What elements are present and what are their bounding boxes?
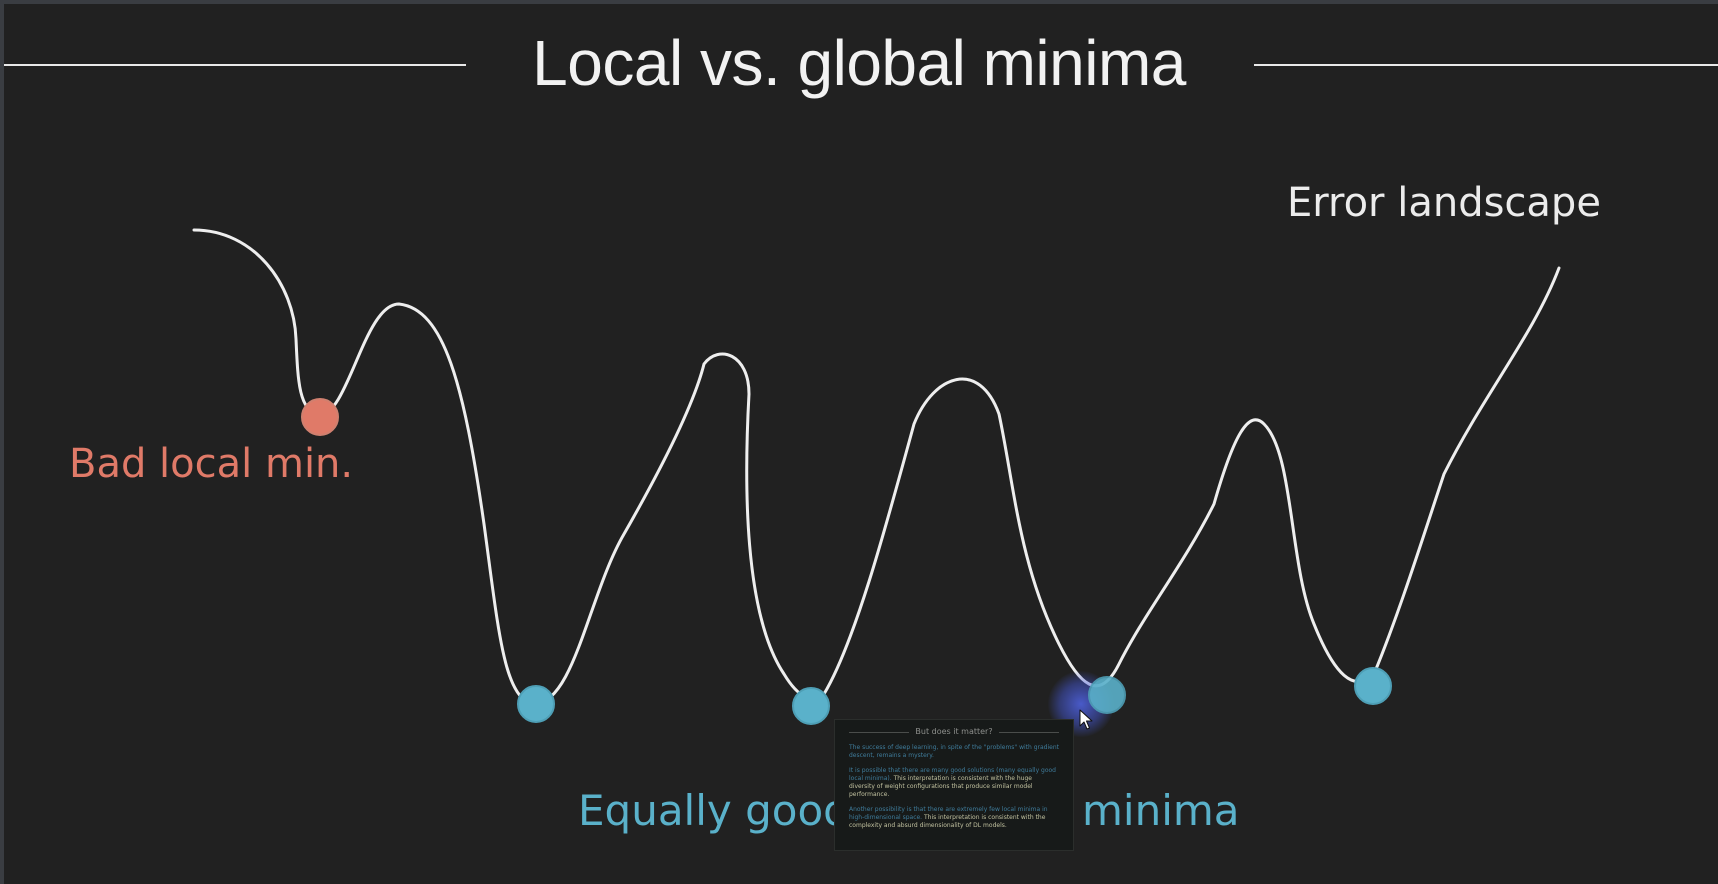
thumbnail-title: But does it matter? [915,727,993,736]
good-minimum-marker [792,687,830,725]
bad-local-min-label: Bad local min. [69,441,354,487]
thumbnail-text-yellow: This interpretation is consistent with t… [849,775,1033,798]
equally-good-label: Equally good [578,786,850,835]
bad-local-minimum-marker [301,398,339,436]
good-minimum-marker [517,685,555,723]
good-minimum-marker [1354,667,1392,705]
overlay-markers [1088,676,1126,714]
thumbnail-text-blue: Another possibility is that there are ex… [849,806,1048,821]
thumbnail-text-blue: It is possible that there are many good … [849,767,1056,782]
slide-title: Local vs. global minima [532,27,1186,99]
mouse-pointer-icon [1079,709,1093,730]
thumbnail-rule-right [998,731,1060,733]
thumbnail-paragraph: The success of deep learning, in spite o… [849,744,1059,759]
slide-preview-thumbnail[interactable]: But does it matter? The success of deep … [834,719,1074,851]
thumbnail-header: But does it matter? [849,727,1060,736]
slide: Local vs. global minima Error landscape … [4,4,1718,884]
thumbnail-rule-left [849,731,910,733]
good-minimum-marker [1088,676,1126,714]
thumbnail-paragraph: It is possible that there are many good … [849,767,1059,799]
title-rule-left [4,64,466,66]
thumbnail-paragraph: Another possibility is that there are ex… [849,806,1059,830]
error-landscape-diagram [192,228,1561,725]
error-landscape-label: Error landscape [1287,180,1601,226]
title-rule-right [1254,64,1718,66]
thumbnail-text-yellow: This interpretation is consistent with t… [849,814,1046,829]
minima-label: minima [1082,786,1240,835]
error-landscape-curve [192,228,1561,706]
